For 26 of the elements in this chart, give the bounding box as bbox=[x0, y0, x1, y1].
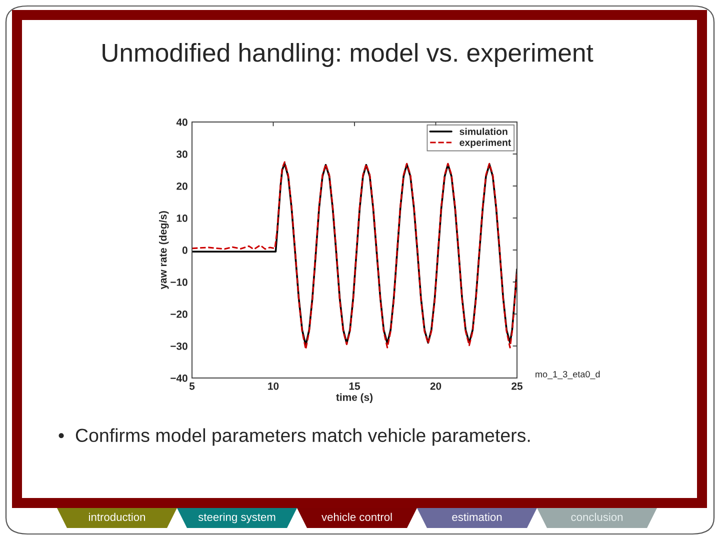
text: vehicle control bbox=[322, 512, 392, 521]
legend-label: experiment bbox=[460, 138, 512, 148]
x-tick-label: 20 bbox=[430, 382, 442, 390]
chart-title: Unmodified handling: model vs. experiment bbox=[102, 43, 594, 67]
text: estimation bbox=[452, 512, 502, 521]
text: introduction bbox=[89, 512, 146, 521]
y-tick-label: −10 bbox=[170, 278, 188, 286]
text: mo_1_3_eta0_d bbox=[536, 370, 600, 380]
x-tick-label: 15 bbox=[349, 382, 360, 390]
x-tick-label: 25 bbox=[512, 382, 523, 390]
y-tick-label: 20 bbox=[176, 182, 188, 190]
legend-label: simulation bbox=[460, 128, 508, 135]
text: steering system bbox=[198, 512, 276, 524]
x-tick-label: 5 bbox=[189, 382, 195, 390]
y-tick-label: 0 bbox=[182, 246, 188, 254]
x-axis-title: time (s) bbox=[336, 393, 373, 403]
y-tick-label: −20 bbox=[170, 310, 188, 318]
y-tick-label: 40 bbox=[176, 118, 188, 126]
x-tick-label: 10 bbox=[268, 382, 279, 390]
y-axis-title: yaw rate (deg/s) bbox=[159, 211, 169, 290]
y-tick-label: −40 bbox=[170, 374, 188, 382]
y-tick-label: −30 bbox=[170, 342, 188, 350]
text: conclusion bbox=[571, 512, 623, 521]
y-tick-label: 30 bbox=[176, 150, 188, 158]
y-tick-label: 10 bbox=[176, 214, 188, 222]
text: • Confirms model parameters match vehicle parameters. bbox=[58, 428, 530, 446]
